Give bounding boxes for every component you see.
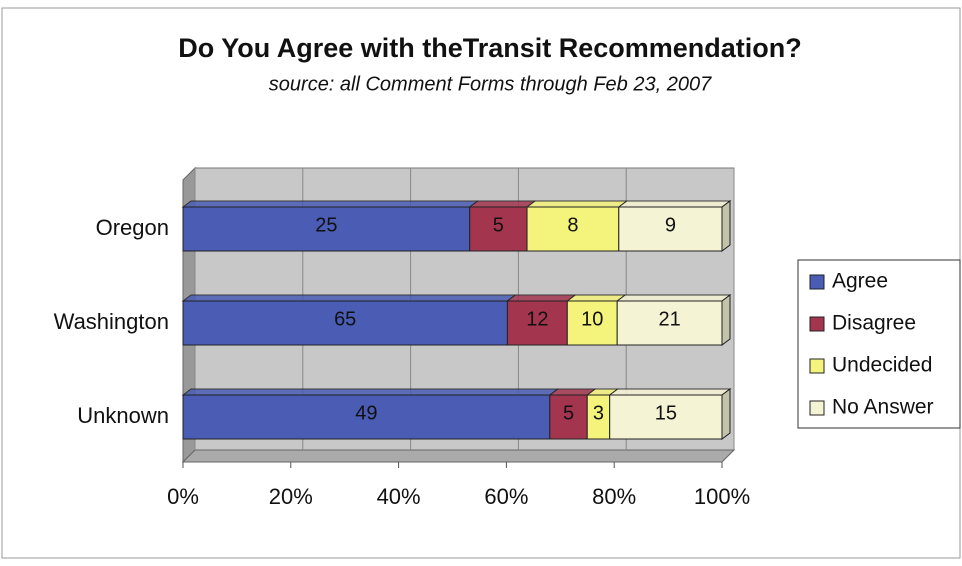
- bar-segment: [618, 206, 723, 252]
- data-label: 5: [563, 402, 574, 424]
- bar-top: [615, 294, 732, 302]
- x-tick-label: 80%: [592, 484, 636, 509]
- legend-box: [797, 259, 961, 429]
- bar-end: [721, 388, 731, 440]
- data-label: 25: [315, 214, 337, 236]
- floor: [181, 449, 736, 463]
- y-tick-label: Washington: [54, 309, 169, 334]
- x-tick-label: 0%: [167, 484, 199, 509]
- bar-top: [181, 200, 480, 208]
- bar-top: [525, 200, 629, 208]
- data-label: 9: [665, 214, 676, 236]
- bar-segment: [526, 206, 620, 252]
- data-label: 10: [581, 308, 603, 330]
- y-tick-label: Oregon: [96, 215, 169, 240]
- x-tick-label: 20%: [269, 484, 313, 509]
- data-label: 15: [655, 402, 677, 424]
- bar-top: [617, 200, 732, 208]
- bar-top: [181, 388, 560, 396]
- legend-swatch: [809, 358, 825, 374]
- legend-label: No Answer: [832, 396, 934, 419]
- y-tick-label: Unknown: [77, 403, 169, 428]
- data-label: 12: [526, 308, 548, 330]
- bar-top: [565, 294, 627, 302]
- bar-top: [468, 200, 537, 208]
- data-label: 5: [493, 214, 504, 236]
- bar-segment: [616, 300, 723, 346]
- bar-top: [505, 294, 577, 302]
- legend-swatch: [809, 274, 825, 290]
- data-label: 3: [593, 402, 604, 424]
- bar-segment: [469, 206, 528, 252]
- x-tick-label: 40%: [377, 484, 421, 509]
- x-tick-label: 100%: [694, 484, 750, 509]
- bar-top: [608, 388, 732, 396]
- data-label: 21: [658, 308, 680, 330]
- bar-end: [721, 294, 731, 346]
- bar-segment: [182, 206, 471, 252]
- legend-swatch: [809, 316, 825, 332]
- chart-title: Do You Agree with theTransit Recommendat…: [178, 33, 802, 63]
- legend-label: Agree: [832, 270, 888, 293]
- bar-segment: [609, 394, 723, 440]
- x-tick-label: 60%: [484, 484, 528, 509]
- chart-subtitle: source: all Comment Forms through Feb 23…: [269, 73, 712, 95]
- bar-end: [721, 200, 731, 252]
- data-label: 8: [567, 214, 578, 236]
- legend-label: Disagree: [832, 312, 916, 335]
- bar-segment: [566, 300, 618, 346]
- data-label: 65: [334, 308, 356, 330]
- legend-label: Undecided: [832, 354, 932, 377]
- legend-swatch: [809, 400, 825, 416]
- bar-segment: [506, 300, 568, 346]
- bar-top: [181, 294, 517, 302]
- data-label: 49: [355, 402, 377, 424]
